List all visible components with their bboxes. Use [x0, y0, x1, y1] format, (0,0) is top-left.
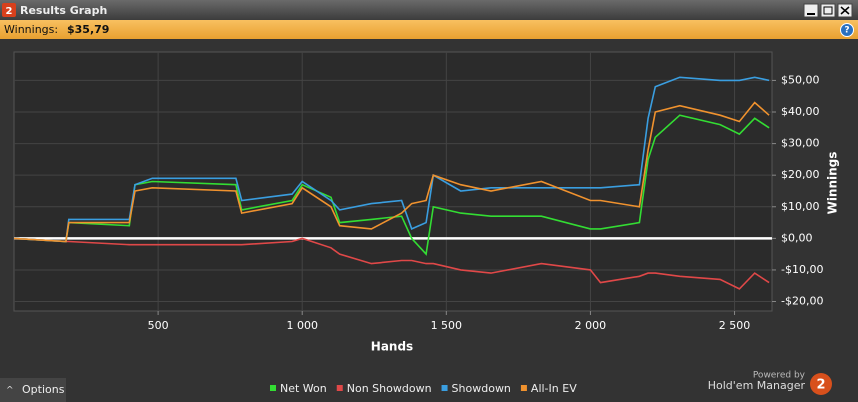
window-controls [803, 3, 853, 18]
legend-swatch [270, 385, 276, 391]
x-tick-label: 1 000 [286, 319, 318, 332]
y-tick-label: -$20,00 [781, 295, 823, 308]
app-icon-text: 2 [6, 6, 13, 17]
brand-logo-text: 2 [816, 378, 825, 393]
window-title: Results Graph [20, 4, 107, 17]
powered-by: Powered by [753, 371, 806, 381]
y-tick-label: $40,00 [781, 105, 820, 118]
x-tick-label: 2 500 [719, 319, 751, 332]
brand-logo [810, 373, 832, 395]
series-line [13, 237, 770, 290]
title-bar [0, 0, 858, 20]
legend-swatch [441, 385, 448, 391]
y-tick-label: -$10,00 [781, 263, 823, 276]
close-icon [840, 6, 850, 15]
x-tick-label: 1 500 [431, 319, 463, 332]
help-icon: ? [844, 26, 849, 36]
help-button[interactable] [840, 23, 854, 37]
y-tick-label: $30,00 [781, 137, 820, 150]
minimize-button[interactable] [803, 3, 819, 18]
plot-area [13, 51, 773, 312]
brand-name: Hold'em Manager [708, 379, 806, 392]
summary-bar [0, 20, 858, 39]
x-axis-title: Hands [371, 340, 413, 354]
options-button[interactable] [0, 378, 66, 402]
y-axis-title: Winnings [826, 152, 840, 215]
y-tick-label: $50,00 [781, 73, 820, 86]
summary-value: $35,79 [67, 23, 109, 36]
y-tick-label: $0,00 [781, 231, 813, 244]
series-line [13, 76, 770, 243]
maximize-icon [823, 6, 833, 15]
app-icon [2, 3, 16, 17]
maximize-button[interactable] [820, 3, 836, 18]
legend-label: All-In EV [531, 382, 577, 395]
legend-swatch [336, 385, 343, 391]
legend-swatch [520, 385, 527, 391]
options-caret: ^ [6, 386, 14, 396]
legend-label: Showdown [452, 382, 511, 395]
legend-label: Non Showdown [347, 382, 432, 395]
y-tick-label: $20,00 [781, 168, 820, 181]
series-line [13, 101, 770, 243]
options-label: Options [22, 383, 65, 396]
x-tick-label: 500 [148, 319, 169, 332]
series-line [13, 114, 770, 256]
legend-label: Net Won [280, 382, 327, 395]
x-tick-label: 2 000 [575, 319, 607, 332]
y-tick-label: $10,00 [781, 200, 820, 213]
summary-label: Winnings: [4, 23, 58, 36]
